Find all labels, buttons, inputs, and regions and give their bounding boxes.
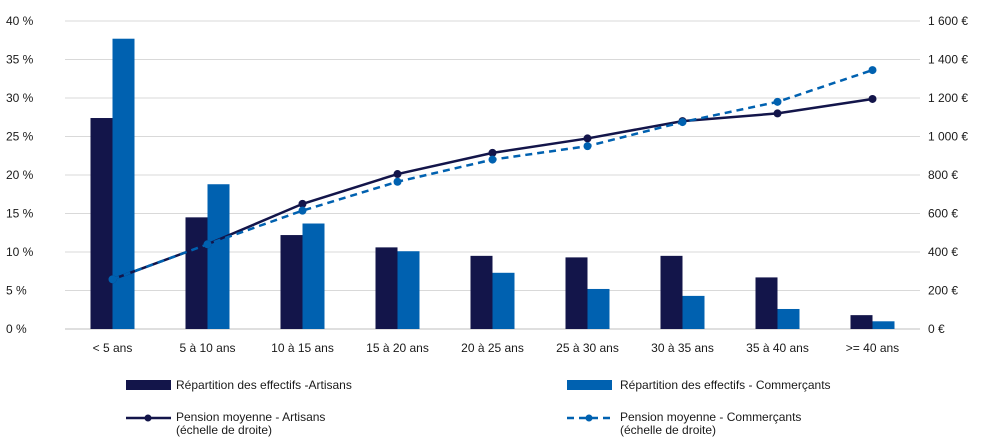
x-axis: < 5 ans 5 à 10 ans 10 à 15 ans 15 à 20 ans 2…: [93, 341, 900, 355]
point-pension-commercants: [393, 177, 402, 186]
bars: [90, 38, 895, 330]
y-right-tick-label: 400 €: [928, 245, 958, 259]
bar-commercants: [587, 288, 610, 329]
point-pension-artisans: [393, 170, 402, 179]
x-tick-label: 25 à 30 ans: [556, 341, 619, 355]
y-right-tick-label: 0 €: [928, 322, 945, 336]
y-right-tick-label: 1 000 €: [928, 130, 968, 144]
point-pension-commercants: [583, 142, 592, 151]
point-pension-commercants: [298, 206, 307, 215]
bar-commercants: [207, 184, 230, 329]
point-pension-commercants: [108, 275, 117, 284]
bar-artisans: [850, 315, 873, 329]
y-left-tick-label: 35 %: [6, 53, 34, 67]
y-left-tick-label: 20 %: [6, 168, 34, 182]
y-left-tick-label: 0 %: [6, 322, 27, 336]
point-pension-artisans: [773, 109, 782, 118]
bar-commercants: [872, 321, 895, 329]
x-tick-label: 5 à 10 ans: [179, 341, 235, 355]
x-tick-label: 15 à 20 ans: [366, 341, 429, 355]
legend-label: Répartition des effectifs -Artisans: [176, 378, 352, 392]
legend: Répartition des effectifs -Artisans Répar…: [126, 378, 831, 437]
point-pension-artisans: [488, 148, 497, 157]
legend-swatch-artisans: [126, 380, 171, 390]
bar-artisans: [90, 118, 113, 330]
legend-swatch-commercants: [567, 380, 612, 390]
y-axis-left: 0 % 5 % 10 % 15 % 20 % 25 % 30 % 35 % 40 %: [6, 14, 34, 336]
y-axis-right: 0 € 200 € 400 € 600 € 800 € 1 000 € 1 200 € 1 4…: [928, 14, 968, 336]
bar-commercants: [112, 38, 135, 330]
legend-marker: [585, 414, 593, 422]
bar-commercants: [492, 272, 515, 329]
legend-label: Pension moyenne - Commerçants: [620, 410, 801, 424]
y-left-tick-label: 25 %: [6, 130, 34, 144]
y-left-tick-label: 15 %: [6, 207, 34, 221]
x-tick-label: 20 à 25 ans: [461, 341, 524, 355]
x-tick-label: 30 à 35 ans: [651, 341, 714, 355]
y-left-tick-label: 10 %: [6, 245, 34, 259]
legend-label: (échelle de droite): [176, 423, 272, 437]
point-pension-commercants: [773, 97, 782, 106]
point-pension-artisans: [583, 134, 592, 143]
bar-artisans: [660, 255, 683, 329]
y-right-tick-label: 1 400 €: [928, 53, 968, 67]
bar-commercants: [397, 251, 420, 329]
bar-artisans: [375, 247, 398, 329]
bar-artisans: [565, 257, 588, 329]
point-pension-commercants: [203, 240, 212, 249]
point-pension-artisans: [868, 94, 877, 103]
lines: [108, 66, 877, 284]
x-tick-label: 10 à 15 ans: [271, 341, 334, 355]
y-right-tick-label: 600 €: [928, 207, 958, 221]
y-right-tick-label: 800 €: [928, 168, 958, 182]
bar-commercants: [777, 308, 800, 329]
legend-label: Pension moyenne - Artisans: [176, 410, 325, 424]
point-pension-commercants: [868, 66, 877, 75]
y-left-tick-label: 40 %: [6, 14, 34, 28]
y-left-tick-label: 30 %: [6, 91, 34, 105]
x-tick-label: < 5 ans: [93, 341, 133, 355]
y-right-tick-label: 200 €: [928, 284, 958, 298]
x-tick-label: >= 40 ans: [846, 341, 899, 355]
legend-label: (échelle de droite): [620, 423, 716, 437]
y-left-tick-label: 5 %: [6, 284, 27, 298]
legend-label: Répartition des effectifs - Commerçants: [620, 378, 831, 392]
x-tick-label: 35 à 40 ans: [746, 341, 809, 355]
point-pension-artisans: [298, 199, 307, 208]
legend-marker: [144, 414, 152, 422]
bar-artisans: [185, 217, 208, 329]
bar-artisans: [280, 235, 303, 329]
y-right-tick-label: 1 600 €: [928, 14, 968, 28]
bar-commercants: [682, 295, 705, 329]
bar-commercants: [302, 223, 325, 329]
point-pension-commercants: [678, 118, 687, 127]
y-right-tick-label: 1 200 €: [928, 91, 968, 105]
point-pension-commercants: [488, 155, 497, 164]
bar-artisans: [470, 255, 493, 329]
bar-artisans: [755, 277, 778, 329]
